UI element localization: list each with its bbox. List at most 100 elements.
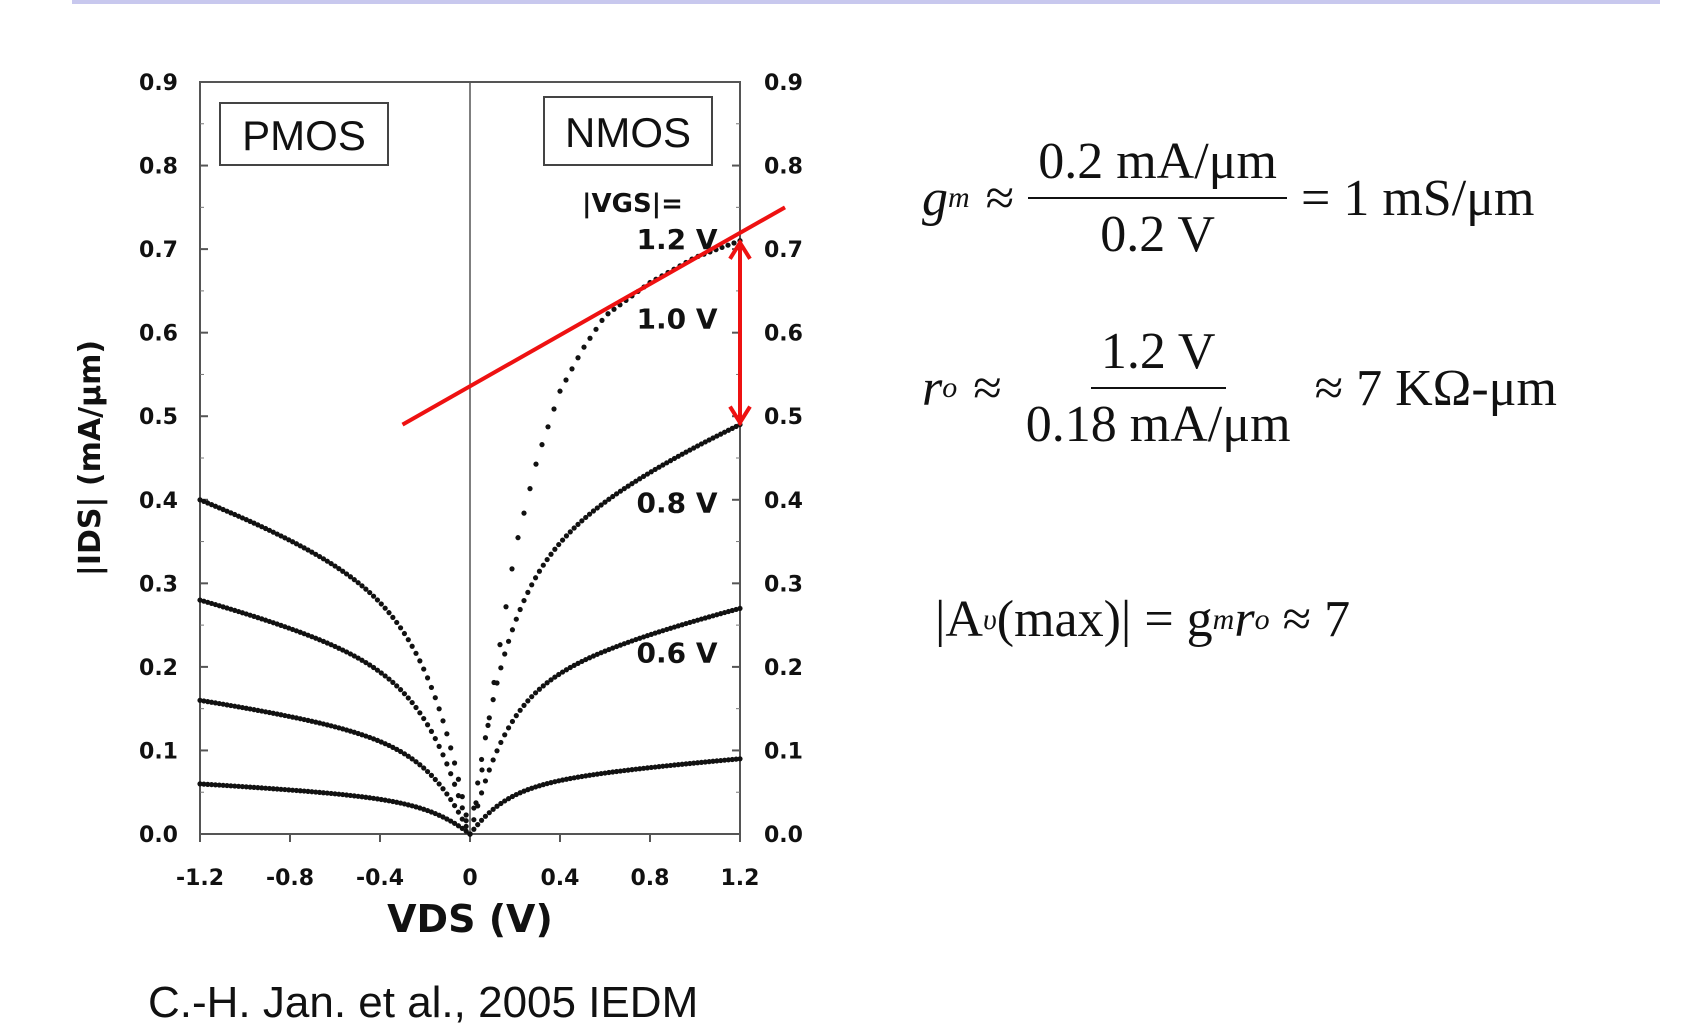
pmos-curve-dot	[432, 776, 438, 783]
nmos-curve-dot	[702, 759, 708, 765]
pmos-curve-dot	[459, 825, 465, 831]
nmos-curve-dot	[486, 767, 492, 773]
nmos-curve-dot	[579, 773, 585, 780]
nmos-curve-dot	[606, 496, 612, 502]
nmos-curve-dot	[540, 683, 546, 689]
top-rule	[72, 0, 1660, 4]
nmos-curve-dot	[513, 616, 519, 622]
pmos-curve-dot	[363, 586, 369, 592]
nmos-curve-dot	[702, 439, 708, 445]
pmos-curve-dot	[448, 771, 454, 777]
nmos-curve-dot	[656, 764, 662, 770]
pmos-curve-dot	[440, 814, 446, 820]
pmos-curve-dot	[235, 783, 242, 789]
ro-fraction: 1.2 V 0.18 mA/μm	[1016, 322, 1301, 454]
pmos-curve-dot	[467, 831, 473, 837]
pmos-curve-dot	[270, 529, 276, 535]
ro-lhs: r	[922, 359, 943, 417]
pmos-curve-dot	[417, 710, 423, 716]
pmos-curve-dot	[444, 761, 450, 767]
nmos-curve-dot	[583, 514, 589, 521]
pmos-curve-dot	[255, 522, 261, 528]
y-tick-label-left: 0.3	[139, 572, 178, 597]
nmos-curve-dot	[529, 694, 535, 700]
nmos-curve-dot	[706, 759, 712, 765]
nmos-curve-dot	[729, 425, 735, 431]
nmos-curve-dot	[652, 466, 658, 473]
pmos-curve-dot	[394, 746, 400, 752]
nmos-curve-dot	[563, 667, 570, 673]
pmos-curve-dot	[216, 700, 222, 707]
nmos-curve-dot	[687, 447, 693, 453]
nmos-curve-dot	[494, 803, 500, 809]
x-tick-label: 0.4	[541, 866, 580, 891]
nmos-curve-dot	[656, 464, 662, 470]
x-tick-label: 1.2	[721, 866, 760, 891]
pmos-curve-dot	[451, 802, 458, 809]
pmos-curve-dot	[239, 783, 246, 790]
pmos-curve-dot	[370, 795, 377, 801]
av-eq: = g	[1131, 591, 1213, 648]
y-tick-label-right: 0.8	[764, 155, 803, 180]
pmos-curve-dot	[266, 709, 273, 716]
nmos-curve-dot	[694, 760, 701, 766]
pmos-curve-dot	[286, 713, 292, 719]
nmos-curve-dot	[698, 441, 705, 447]
nmos-curve-dot	[525, 589, 531, 595]
pmos-curve-dot	[282, 786, 288, 793]
nmos-curve-dot	[478, 756, 485, 763]
pmos-curve-dot	[440, 752, 446, 758]
nmos-curve-dot	[521, 510, 527, 516]
y-tick-label-left: 0.8	[139, 155, 178, 180]
nmos-curve-dot	[498, 800, 504, 807]
pmos-curve-dot	[440, 786, 446, 792]
curves-group: 1.2 V 1.0 V 0.8 V 0.6 V	[197, 223, 743, 837]
y-tick-label-left: 0.5	[139, 405, 178, 430]
nmos-curve-dot	[494, 680, 500, 686]
pmos-curve-dot	[363, 794, 369, 800]
pmos-curve-dot	[459, 816, 465, 822]
gm-numerator: 0.2 mA/μm	[1028, 132, 1287, 199]
y-tick-label-left: 0.0	[139, 823, 178, 848]
nmos-curve-dot	[583, 656, 589, 663]
pmos-curve-dot	[390, 744, 396, 750]
nmos-curve-dot	[548, 551, 554, 557]
x-tick-label: 0.8	[631, 866, 670, 891]
nmos-curve-dot	[569, 366, 575, 372]
nmos-curve-dot	[637, 476, 643, 482]
nmos-curve-dot	[502, 732, 508, 738]
pmos-curve-dot	[397, 687, 404, 693]
nmos-curve-dot	[536, 686, 543, 692]
av-rhs: ≈ 7	[1269, 591, 1351, 648]
nmos-curve-dot	[652, 764, 658, 770]
nmos-curve-dot	[621, 486, 627, 492]
nmos-curve-dot	[691, 445, 697, 451]
pmos-curve-dot	[347, 651, 354, 657]
pmos-curve-dot	[370, 664, 377, 671]
nmos-curve-dot	[687, 760, 693, 767]
pmos-curve-dot	[320, 556, 327, 562]
nmos-curve-dot	[648, 764, 654, 771]
pmos-curve-dot	[451, 820, 458, 826]
pmos-curve-dot	[374, 597, 381, 603]
gm-fraction: 0.2 mA/μm 0.2 V	[1028, 132, 1287, 264]
av-paren: (max)|	[996, 591, 1132, 648]
nmos-curve-dot	[567, 664, 573, 671]
nmos-curve-dot	[533, 461, 539, 467]
y-tick-label-right: 0.4	[764, 489, 803, 514]
nmos-curve-dot	[664, 763, 670, 769]
pmos-curve-dot	[289, 714, 296, 720]
pmos-curve-dot	[228, 783, 234, 789]
nmos-curve-dot	[502, 798, 508, 804]
nmos-curve-dot	[475, 822, 481, 828]
nmos-curve-dot	[517, 606, 523, 613]
nmos-curve-dot	[644, 471, 651, 477]
pmos-curve-dot	[224, 782, 230, 789]
nmos-curve-dot	[725, 427, 732, 433]
pmos-curve-dot	[347, 574, 354, 580]
pmos-curve-dot	[220, 701, 226, 707]
series-label: 0.8 V	[636, 486, 717, 519]
nmos-curve-dot	[721, 757, 728, 763]
ro-numerator: 1.2 V	[1090, 322, 1226, 389]
